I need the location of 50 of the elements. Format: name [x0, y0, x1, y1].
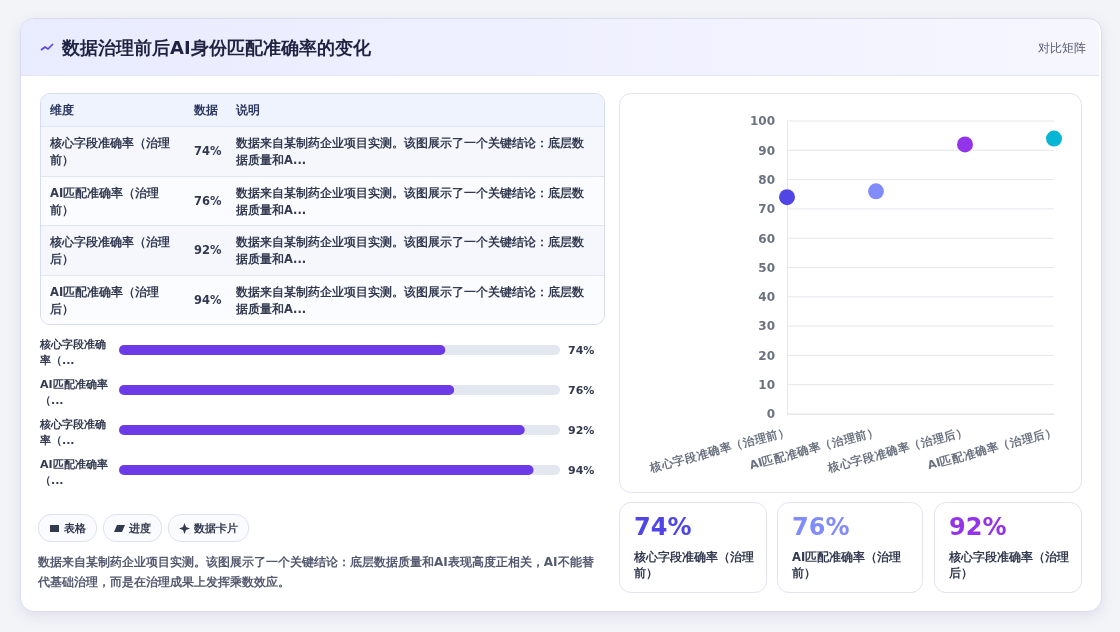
y-tick-label: 60 [758, 231, 775, 246]
text: 92% [194, 243, 222, 257]
text: 对比矩阵 [1038, 40, 1086, 57]
category-label: AI匹配准确率（治理后） [50, 283, 161, 318]
category-label: 核心字段准确率（治理前） [50, 135, 171, 169]
y-tick-label: 核心字段准确率（... [40, 337, 107, 369]
point [868, 183, 884, 200]
y-tick-label: 80 [758, 172, 775, 187]
text: 进度 [129, 520, 151, 536]
text: 数据 [194, 102, 218, 119]
text: 数据治理前后AI身份匹配准确率的变化 [62, 36, 371, 60]
y-tick-label: 100 [749, 114, 775, 129]
text: 92% [949, 513, 1007, 541]
y-tick-label: AI匹配准确率（... [40, 457, 109, 489]
text: 维度 [50, 102, 74, 119]
text: 76% [792, 513, 850, 541]
y-tick-label: 90 [758, 143, 775, 158]
y-tick-label: 0 [766, 407, 775, 422]
text: 94% [194, 292, 222, 307]
category-label: 核心字段准确率（治理前） [634, 549, 754, 581]
text: 数据卡片 [194, 520, 238, 536]
category-label: 核心字段准确率（治理后） [949, 549, 1069, 581]
category-label: AI匹配准确率（治理前） [50, 184, 161, 219]
text: 数据来自某制药企业项目实测。该图展示了一个关键结论：底层数据质量和A... [236, 135, 585, 169]
data-label: 74% [568, 344, 595, 357]
point [779, 189, 795, 206]
y-tick-label: 10 [758, 378, 775, 393]
category-label: AI匹配准确率（治理前） [792, 549, 903, 581]
text: 数据来自某制药企业项目实测。该图展示了一个关键结论：底层数据质量和A... [236, 184, 585, 219]
text: 说明 [236, 102, 260, 119]
point [957, 136, 973, 153]
text: 表格 [64, 520, 86, 536]
text: 74% [634, 513, 692, 541]
data-label: 92% [568, 424, 595, 437]
y-tick-label: 40 [758, 290, 775, 305]
y-tick-label: 70 [758, 202, 775, 217]
data-label: 76% [568, 384, 595, 397]
data-label: 94% [568, 464, 595, 477]
category-label: 核心字段准确率（治理后） [50, 234, 171, 268]
y-tick-label: 20 [758, 348, 775, 363]
y-tick-label: AI匹配准确率（... [40, 377, 109, 409]
text: 76% [194, 193, 222, 208]
text: 74% [194, 144, 222, 158]
y-tick-label: 核心字段准确率（... [40, 417, 107, 449]
text: 数据来自某制药企业项目实测。该图展示了一个关键结论：底层数据质量和AI表现高度正相关，AI不能替代基础治理，而是在治理成果上发挥乘数效应。 [38, 554, 595, 591]
text: 数据来自某制药企业项目实测。该图展示了一个关键结论：底层数据质量和A... [236, 234, 585, 268]
text: 数据来自某制药企业项目实测。该图展示了一个关键结论：底层数据质量和A... [236, 283, 585, 318]
point [1046, 130, 1062, 147]
y-tick-label: 30 [758, 319, 775, 334]
y-tick-label: 50 [758, 260, 775, 275]
